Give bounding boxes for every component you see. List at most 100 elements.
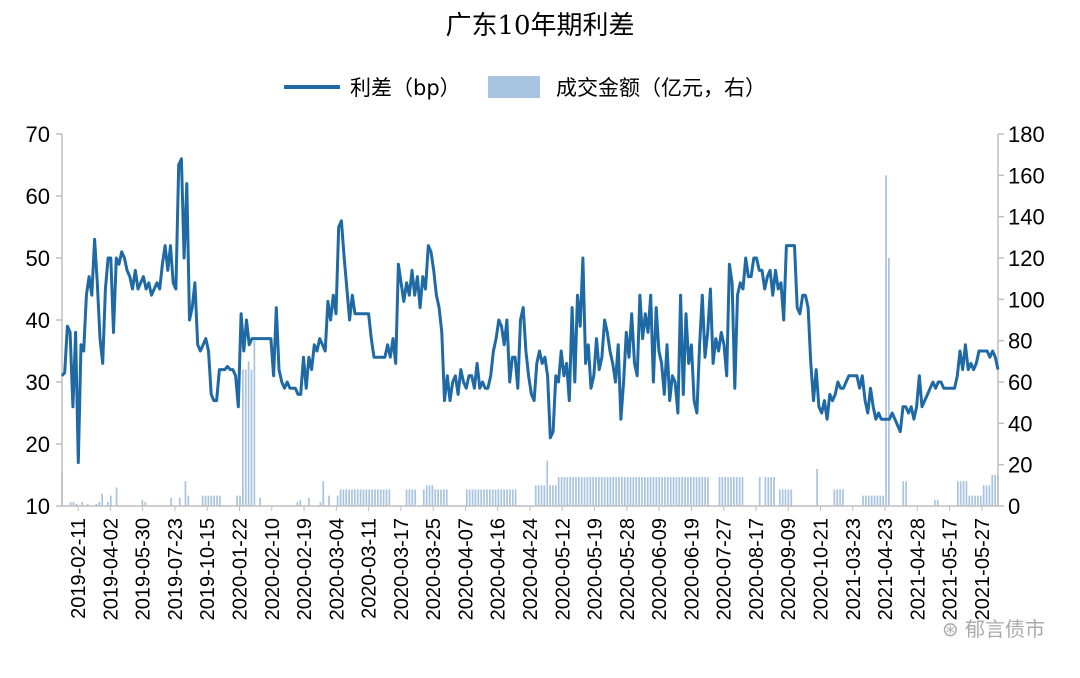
bar	[721, 477, 724, 506]
bar	[572, 477, 574, 506]
x-tick-label: 2019-05-30	[133, 518, 155, 620]
bar	[500, 489, 503, 506]
bar	[833, 489, 836, 506]
bar	[994, 475, 996, 506]
bar	[595, 477, 597, 506]
bar	[991, 475, 994, 506]
bar	[586, 477, 589, 506]
x-tick-label: 2020-02-19	[294, 518, 316, 620]
bar	[577, 477, 580, 506]
bar	[606, 477, 609, 506]
bar	[546, 460, 549, 506]
bar	[371, 489, 373, 506]
bar	[506, 489, 508, 506]
bar	[296, 501, 299, 506]
bar	[259, 497, 261, 506]
bar	[81, 501, 83, 506]
bar	[770, 477, 773, 506]
bar	[342, 489, 345, 506]
bar	[615, 477, 617, 506]
bar	[210, 495, 213, 506]
bar	[101, 493, 104, 506]
bar	[354, 489, 356, 506]
x-tick-label: 2020-06-19	[681, 518, 703, 620]
bar	[468, 489, 471, 506]
bar	[474, 489, 477, 506]
bar	[356, 489, 359, 506]
bar	[816, 468, 818, 506]
bar	[244, 369, 247, 506]
right-tick-label: 80	[1008, 329, 1032, 354]
bar	[778, 489, 781, 506]
bar	[652, 477, 655, 506]
bar	[239, 495, 241, 506]
x-tick-label: 2021-05-17	[940, 518, 962, 620]
bar	[471, 489, 474, 506]
bar	[701, 477, 704, 506]
bar	[219, 495, 221, 506]
x-tick-label: 2020-09-09	[778, 518, 800, 620]
legend-bar-label: 成交金额（亿元，右）	[556, 76, 766, 100]
bar	[612, 477, 615, 506]
bar	[514, 489, 517, 506]
bar	[388, 489, 391, 506]
bar	[543, 485, 546, 506]
bar	[368, 489, 371, 506]
x-tick-label: 2020-03-11	[359, 518, 381, 619]
bar	[322, 481, 325, 506]
bar	[666, 477, 669, 506]
bar	[365, 489, 368, 506]
bar	[115, 487, 118, 506]
bar	[698, 477, 701, 506]
bar	[308, 497, 310, 506]
bar	[336, 495, 339, 506]
right-tick-label: 0	[1008, 494, 1020, 519]
bar	[730, 477, 732, 506]
chart-title: 广东10年期利差	[445, 11, 634, 41]
bar	[107, 501, 109, 506]
x-tick-label: 2019-02-11	[68, 518, 90, 619]
bar	[359, 489, 362, 506]
bar	[968, 495, 971, 506]
bar	[649, 477, 652, 506]
bar	[207, 495, 210, 506]
bar	[781, 489, 784, 506]
right-tick-label: 20	[1008, 453, 1032, 478]
bar	[735, 477, 738, 506]
bar	[575, 477, 577, 506]
bar	[658, 477, 661, 506]
bar	[362, 489, 365, 506]
x-tick-label: 2020-10-21	[810, 518, 832, 620]
x-tick-label: 2020-03-25	[423, 518, 445, 620]
bar	[557, 477, 560, 506]
bar	[201, 495, 204, 506]
bar	[862, 495, 864, 506]
bar	[956, 481, 959, 506]
bar	[692, 477, 695, 506]
bar	[69, 501, 72, 506]
bar	[440, 489, 442, 506]
bar	[758, 477, 761, 506]
bar	[965, 481, 968, 506]
bar	[319, 501, 322, 506]
bar	[560, 477, 563, 506]
bar	[672, 477, 675, 506]
bar	[867, 495, 870, 506]
bar	[345, 489, 348, 506]
bar	[483, 489, 485, 506]
bar	[109, 495, 112, 506]
bar	[784, 489, 787, 506]
bar	[236, 495, 238, 506]
x-tick-label: 2020-07-27	[714, 518, 736, 620]
bar	[718, 477, 721, 506]
bar	[187, 495, 190, 506]
bar	[144, 501, 147, 506]
x-tick-label: 2020-04-07	[455, 518, 477, 620]
bar	[641, 477, 643, 506]
bar	[540, 485, 543, 506]
bar	[299, 499, 302, 506]
bar	[184, 481, 187, 506]
bar	[876, 495, 879, 506]
bar	[250, 369, 253, 506]
